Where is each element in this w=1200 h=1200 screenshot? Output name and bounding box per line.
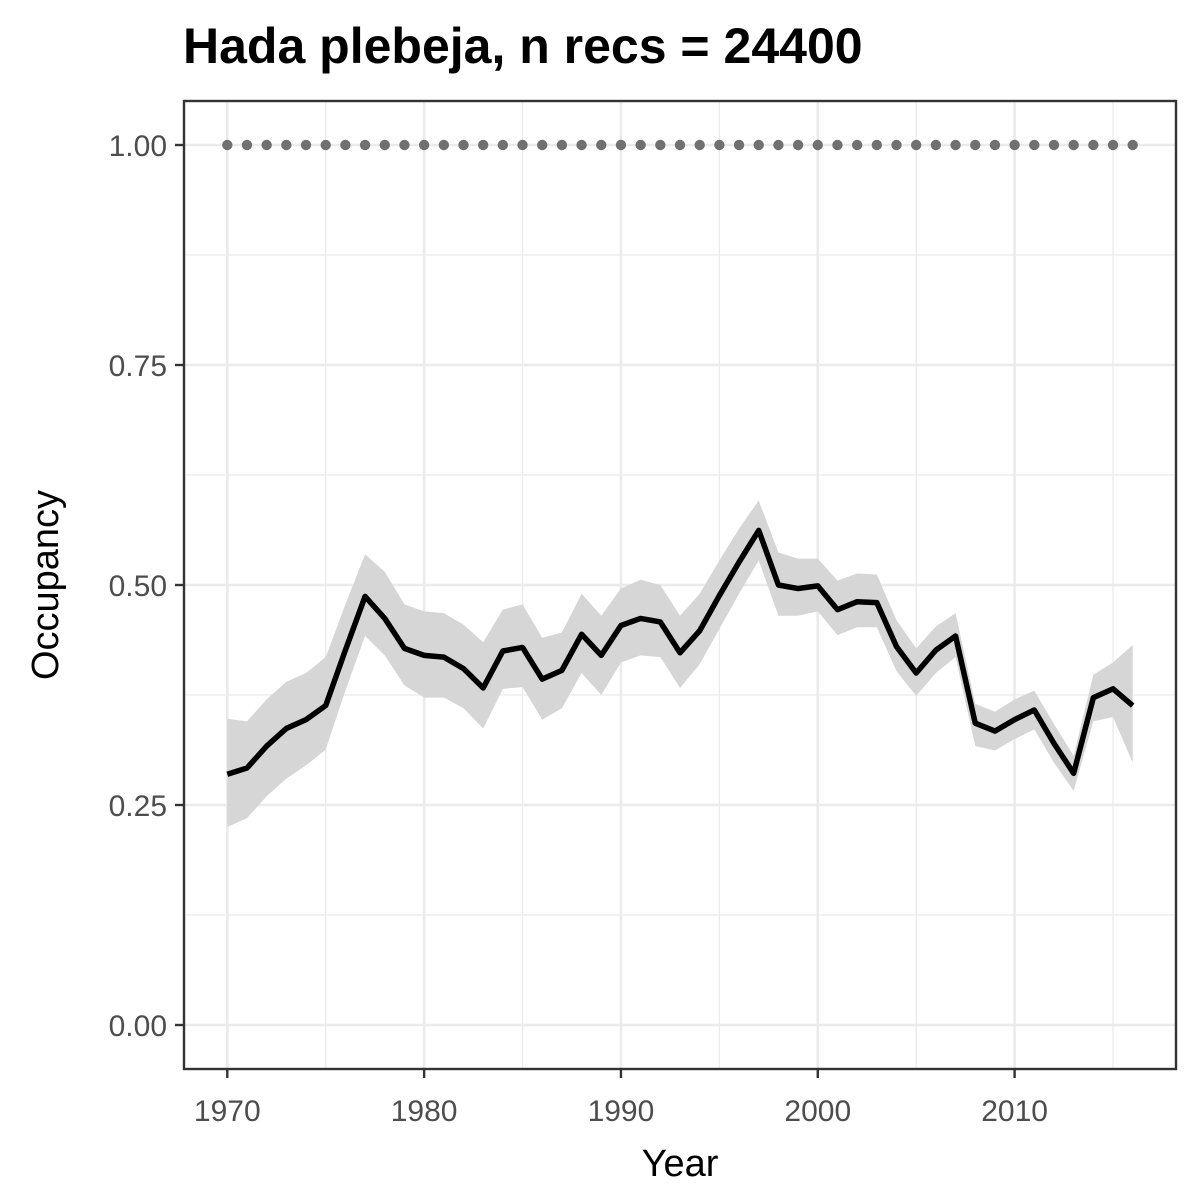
- reference-point: [596, 139, 607, 151]
- reference-point: [556, 139, 568, 151]
- reference-point: [871, 139, 883, 151]
- reference-point: [655, 139, 666, 151]
- reference-point: [930, 139, 942, 151]
- reference-point: [477, 139, 489, 151]
- y-tick-label: 0.50: [109, 570, 167, 603]
- y-axis-title: Occupancy: [25, 490, 67, 680]
- reference-point: [458, 139, 469, 151]
- x-tick-label: 1990: [588, 1095, 655, 1128]
- reference-point: [379, 139, 390, 151]
- reference-point: [635, 139, 646, 151]
- y-tick-label: 0.00: [109, 1010, 167, 1043]
- reference-point: [970, 139, 981, 151]
- reference-point: [537, 139, 548, 151]
- reference-point: [851, 139, 863, 151]
- reference-point: [733, 139, 745, 151]
- confidence-ribbon: [227, 500, 1133, 827]
- x-axis-title: Year: [642, 1143, 719, 1185]
- reference-point: [753, 139, 764, 151]
- reference-point: [1068, 139, 1079, 151]
- reference-point: [320, 139, 331, 151]
- x-axis-tick-labels: 1970 1980 1990 2000 2010: [194, 1095, 1048, 1128]
- reference-point: [891, 139, 902, 151]
- reference-point: [418, 139, 430, 151]
- reference-point: [792, 139, 804, 151]
- occupancy-line: [226, 527, 1135, 777]
- y-tick-label: 0.25: [109, 790, 167, 823]
- reference-point: [950, 139, 961, 151]
- reference-point: [438, 139, 450, 151]
- reference-point: [300, 139, 312, 151]
- reference-point: [812, 139, 823, 151]
- confidence-ribbon-layer: [227, 500, 1133, 827]
- reference-point: [714, 139, 725, 151]
- reference-point: [281, 139, 292, 151]
- reference-point: [773, 139, 784, 151]
- reference-point: [1009, 139, 1020, 151]
- reference-point: [910, 139, 922, 151]
- x-tick-label: 1970: [194, 1095, 261, 1128]
- chart-title: Hada plebeja, n recs = 24400: [183, 18, 863, 74]
- reference-point: [1107, 139, 1119, 151]
- reference-point: [241, 139, 253, 151]
- reference-point: [1088, 139, 1099, 151]
- reference-point: [340, 139, 351, 151]
- reference-point: [517, 139, 528, 151]
- reference-point: [674, 139, 686, 151]
- y-tick-label: 0.75: [109, 350, 167, 383]
- reference-point: [832, 139, 843, 151]
- reference-point: [497, 139, 509, 151]
- reference-points-layer: [222, 139, 1138, 151]
- axis-ticks: [175, 143, 1016, 1078]
- x-tick-label: 2000: [784, 1095, 851, 1128]
- reference-point: [1127, 139, 1138, 151]
- major-gridlines: [184, 101, 1176, 1069]
- reference-point: [1048, 139, 1060, 151]
- reference-point: [694, 139, 705, 151]
- reference-point: [576, 139, 587, 151]
- x-tick-label: 2010: [981, 1095, 1048, 1128]
- reference-point: [989, 139, 1001, 151]
- reference-point: [222, 139, 233, 151]
- reference-point: [359, 139, 371, 151]
- y-tick-label: 1.00: [109, 130, 167, 163]
- reference-point: [1029, 139, 1040, 151]
- reference-point: [261, 139, 272, 151]
- occupancy-line-layer: [226, 527, 1135, 777]
- y-axis-tick-labels: 0.00 0.25 0.50 0.75 1.00: [109, 130, 167, 1043]
- reference-point: [399, 139, 410, 151]
- reference-point: [615, 139, 627, 151]
- x-tick-label: 1980: [391, 1095, 458, 1128]
